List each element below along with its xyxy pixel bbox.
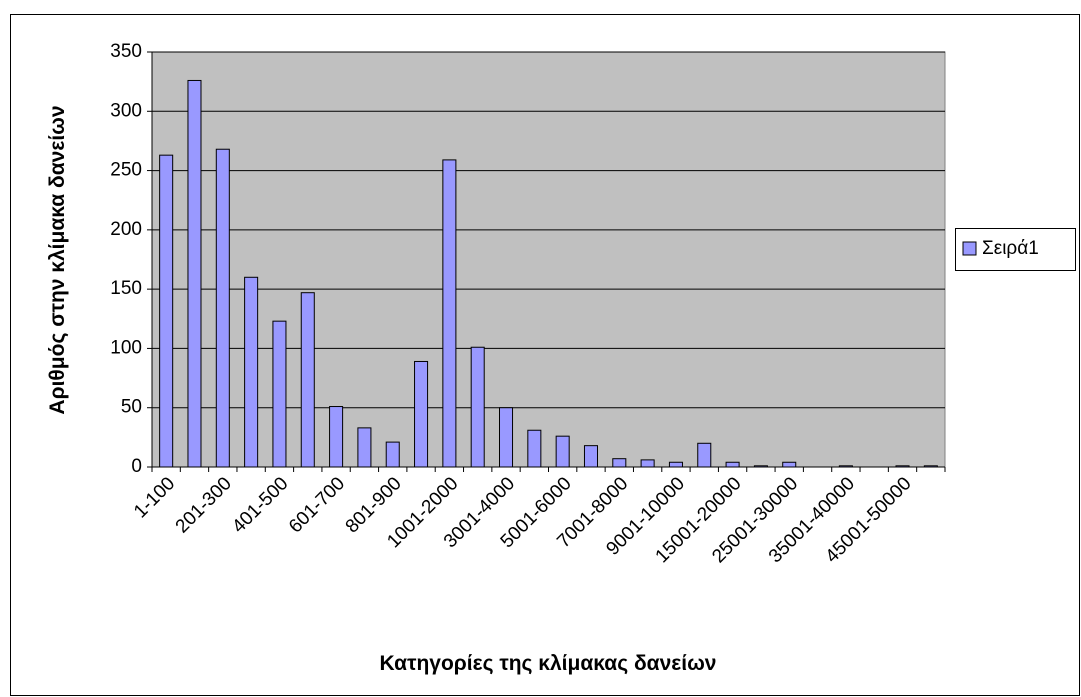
bar	[697, 442, 712, 468]
bar	[244, 276, 259, 468]
bar	[668, 461, 683, 468]
plot-area	[151, 51, 946, 468]
bar	[782, 461, 797, 468]
bar	[838, 465, 853, 468]
bar	[895, 465, 910, 468]
bar	[923, 465, 938, 468]
bar	[442, 159, 457, 468]
legend: Σειρά1	[955, 228, 1076, 271]
y-tick-label: 50	[121, 397, 142, 418]
bar	[640, 459, 655, 468]
y-tick-label: 0	[131, 456, 142, 477]
y-tick-label: 200	[110, 219, 142, 240]
y-tick-label: 250	[110, 160, 142, 181]
bar	[555, 435, 570, 468]
y-tick-label: 300	[110, 100, 142, 121]
bar	[583, 445, 598, 468]
bar	[527, 429, 542, 468]
y-tick-label: 100	[110, 337, 142, 358]
y-tick-label: 350	[110, 41, 142, 62]
legend-label: Σειρά1	[982, 238, 1039, 259]
bar	[414, 360, 429, 468]
bar	[357, 427, 372, 468]
x-axis-title: Κατηγορίες της κλίμακας δανείων	[379, 652, 716, 675]
bar	[272, 320, 287, 468]
bar	[300, 292, 315, 468]
bar	[470, 346, 485, 468]
bar	[187, 79, 202, 468]
bar	[499, 407, 514, 468]
bar	[215, 148, 230, 468]
bar	[612, 458, 627, 468]
bar	[725, 461, 740, 468]
y-tick-label: 150	[110, 278, 142, 299]
bar	[753, 465, 768, 468]
bar	[329, 406, 344, 468]
y-axis-title: Αριθμός στην κλίμακα δανείων	[46, 105, 69, 414]
legend-swatch	[962, 241, 977, 256]
bar	[385, 441, 400, 468]
bar	[159, 154, 174, 468]
